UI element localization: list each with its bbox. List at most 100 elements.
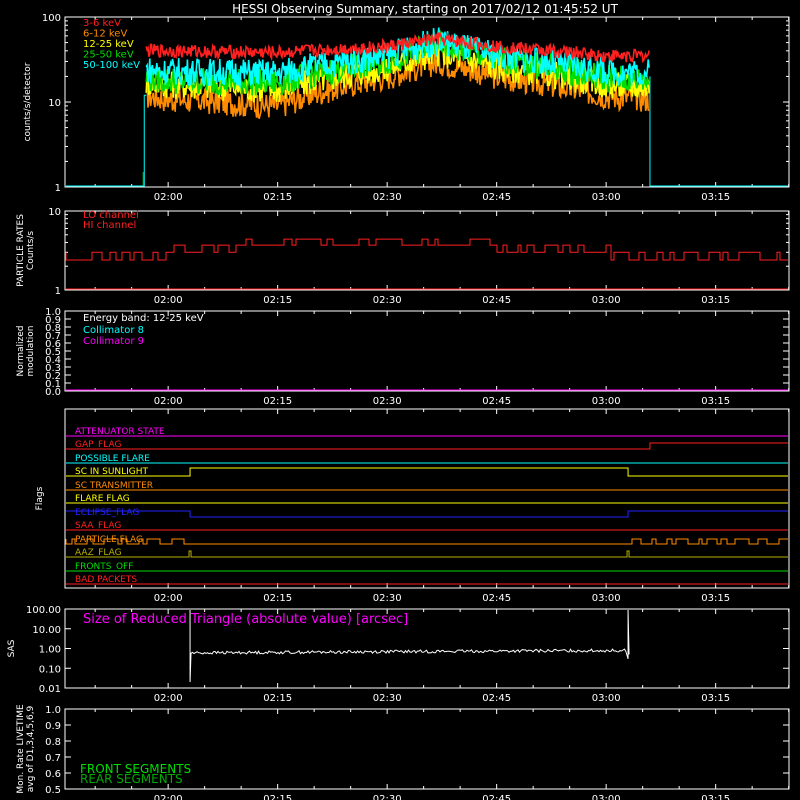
series-line	[145, 31, 650, 64]
flag-line	[66, 467, 788, 477]
x-tick-label: 02:30	[373, 396, 402, 407]
x-tick-label: 02:00	[154, 396, 183, 407]
x-tick-label: 03:00	[592, 192, 621, 203]
y-tick-label: 0.6	[45, 769, 61, 780]
x-tick-label: 02:45	[482, 794, 511, 800]
y-tick-label: 100.00	[26, 605, 61, 616]
y-axis-title: SAS	[7, 639, 17, 657]
x-tick-label: 02:15	[263, 794, 292, 800]
y-tick-label: 0.9	[45, 315, 61, 326]
x-tick-label: 02:00	[154, 693, 183, 704]
y-axis-title-line: Mon. Rate LIVETIME	[16, 704, 26, 794]
flag-line	[66, 550, 788, 558]
legend-entry: Collimator 9	[83, 336, 144, 347]
legend-entry: LO channel	[83, 210, 139, 221]
lo-channel-line	[65, 238, 788, 261]
legend-entry: HI channel	[83, 220, 136, 231]
x-tick-label: 02:45	[482, 295, 511, 306]
energy-band-annotation: Energy band: 12-25 keV	[83, 313, 204, 324]
x-tick-label: 02:30	[373, 794, 402, 800]
y-tick-label: 0.6	[45, 339, 61, 350]
flag-line	[66, 442, 788, 450]
sas-line	[189, 609, 630, 683]
y-tick-label: 1.00	[39, 645, 61, 656]
x-tick-label: 02:45	[482, 693, 511, 704]
flag-label: AAZ_FLAG	[75, 548, 122, 558]
legend-entry: 6-12 keV	[83, 29, 127, 40]
y-tick-label: 0.9	[45, 721, 61, 732]
y-axis-title-line: modulation	[26, 326, 36, 377]
x-tick-label: 03:00	[592, 295, 621, 306]
y-axis-title-line: Counts/s	[26, 231, 36, 270]
flag-label: FLARE FLAG	[75, 494, 130, 504]
legend-entry: 12-25 keV	[83, 39, 134, 50]
panels: 02:00 02:15 02:30 02:45 03:00 03:15 1 10 100 coun…	[7, 13, 790, 800]
x-tick-label: 02:00	[154, 593, 183, 604]
panel-frame	[64, 408, 790, 589]
flag-label: ATTENUATOR STATE	[75, 427, 165, 437]
livetime-panel: 02:00 02:15 02:30 02:45 03:00 03:15 0.5 0.6 0.7 0…	[16, 704, 790, 800]
x-tick-label: 02:45	[482, 192, 511, 203]
y-tick-label: 0.7	[45, 331, 61, 342]
legend-entry: REAR SEGMENTS	[80, 772, 183, 786]
x-tick-label: 02:15	[263, 396, 292, 407]
x-tick-label: 02:00	[154, 192, 183, 203]
x-tick-label: 02:30	[373, 192, 402, 203]
x-tick-label: 03:00	[592, 593, 621, 604]
x-tick-label: 03:15	[701, 693, 730, 704]
series-line	[145, 48, 650, 120]
y-tick-label: 100	[42, 13, 61, 24]
y-axis-title-line: PARTICLE RATES	[16, 214, 26, 287]
flag-label: SAA_FLAG	[75, 521, 121, 531]
flag-label: ECLIPSE_FLAG	[75, 508, 139, 518]
y-tick-label: 10	[48, 98, 61, 109]
particle-rates-panel: 02:00 02:15 02:30 02:45 03:00 03:15 1 10 PARTICL…	[16, 207, 790, 306]
y-tick-label: 0.8	[45, 323, 61, 334]
y-tick-label: 0.1	[45, 379, 61, 390]
x-tick-label: 02:15	[263, 295, 292, 306]
y-tick-label: 0.01	[39, 684, 61, 695]
flag-label: SC TRANSMITTER	[75, 481, 153, 491]
series-edge-start	[66, 94, 147, 187]
panel-frame	[64, 210, 790, 291]
x-tick-label: 03:15	[701, 396, 730, 407]
y-tick-label: 0.5	[45, 347, 61, 358]
y-axis-title-line: avg of D1,3,4,5,6,9	[26, 705, 36, 792]
x-tick-label: 03:00	[592, 693, 621, 704]
flags-panel: 02:00 02:15 02:30 02:45 03:00 03:15 Flags ATTEN…	[35, 408, 790, 604]
x-tick-label: 03:15	[701, 794, 730, 800]
x-tick-label: 02:30	[373, 693, 402, 704]
count-rates-panel: 02:00 02:15 02:30 02:45 03:00 03:15 1 10 100 coun…	[23, 13, 790, 203]
x-tick-label: 02:00	[154, 794, 183, 800]
y-tick-label: 0.7	[45, 753, 61, 764]
x-tick-label: 03:00	[592, 396, 621, 407]
y-tick-label: 0.3	[45, 363, 61, 374]
y-tick-label: 1.0	[45, 307, 61, 318]
flag-label: PARTICLE FLAG	[75, 535, 143, 545]
x-tick-label: 02:30	[373, 593, 402, 604]
y-axis-title: counts/s/detector	[23, 62, 33, 141]
flag-label: GAP_FLAG	[75, 440, 121, 450]
x-tick-label: 02:30	[373, 295, 402, 306]
y-tick-label: 1	[55, 286, 61, 297]
y-tick-label: 10	[48, 207, 61, 218]
y-tick-label: 0.8	[45, 737, 61, 748]
flag-label: SC IN SUNLIGHT	[75, 467, 149, 477]
legend-entry: Collimator 8	[83, 325, 144, 336]
flag-line	[65, 538, 788, 545]
sas-annotation: Size of Reduced Triangle (absolute value…	[83, 612, 408, 627]
y-tick-label: 0.5	[45, 785, 61, 796]
x-tick-label: 03:15	[701, 192, 730, 203]
x-tick-label: 02:15	[263, 593, 292, 604]
x-tick-label: 02:15	[263, 192, 292, 203]
x-tick-label: 02:45	[482, 396, 511, 407]
chart-title: HESSI Observing Summary, starting on 201…	[232, 2, 618, 16]
y-tick-label: 0.4	[45, 355, 61, 366]
modulation-panel: 02:00 02:15 02:30 02:45 03:00 03:150.00.10.20…	[16, 307, 790, 407]
legend-entry: 25-50 keV	[83, 50, 134, 61]
legend-entry: 50-100 keV	[83, 60, 140, 71]
x-tick-label: 02:15	[263, 693, 292, 704]
flag-label: BAD PACKETS	[75, 575, 137, 585]
y-axis-title: Flags	[35, 486, 45, 510]
